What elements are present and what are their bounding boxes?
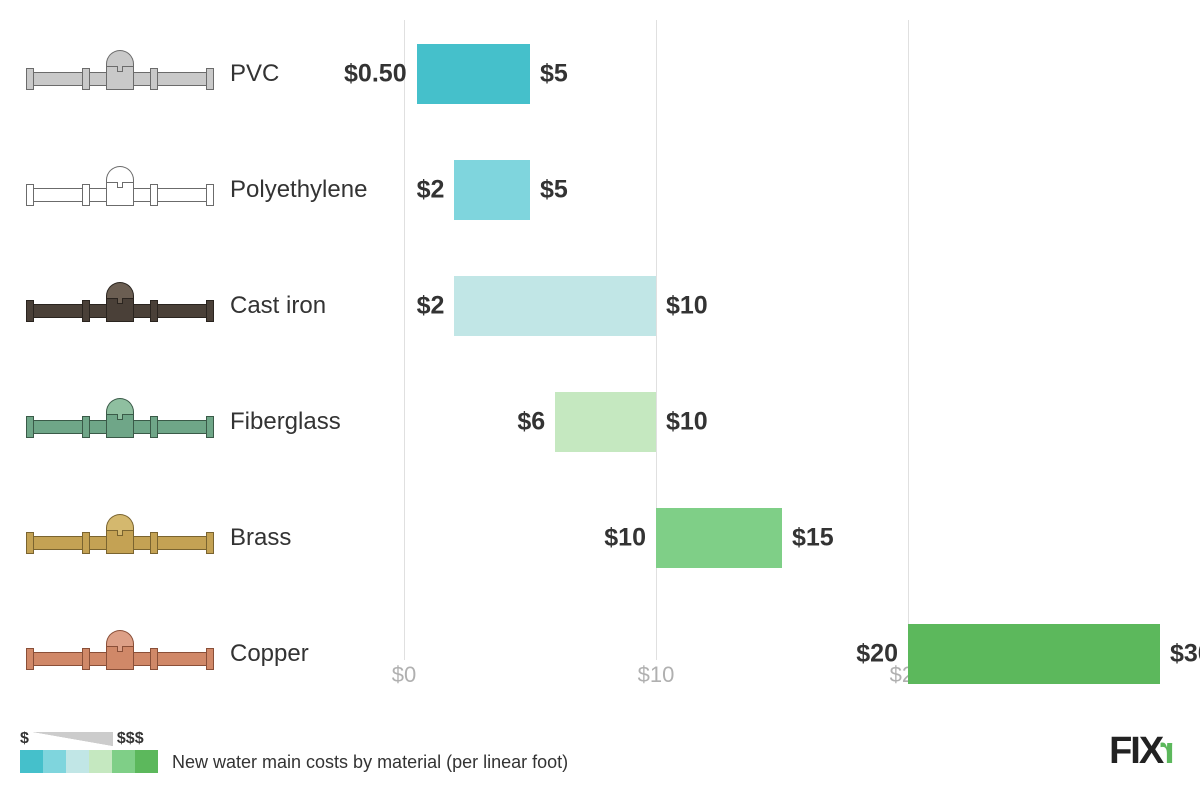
material-label: Cast iron: [220, 292, 380, 320]
cost-range-bar: $2$5: [454, 160, 530, 220]
material-label: Polyethylene: [220, 176, 380, 204]
high-value-label: $10: [666, 292, 708, 321]
material-row: Copper $20$30: [20, 624, 1180, 684]
chart-container: $0$10$20PVC$0.50$5Polyethylene$2$5Cast i…: [0, 0, 1200, 791]
legend-swatch: [89, 750, 112, 773]
legend-swatch: [20, 750, 43, 773]
legend: $ $$$ New water main costs by material (…: [20, 730, 568, 773]
material-row: Brass $10 $15: [20, 508, 1180, 568]
material-label: Brass: [220, 524, 380, 552]
material-row: PVC$0.50$5: [20, 44, 1180, 104]
legend-swatch: [43, 750, 66, 773]
high-value-label: $15: [792, 524, 834, 553]
pipe-icon: [20, 44, 220, 104]
bar-zone: $6 $10: [404, 392, 1160, 452]
cost-range-bar: $6$10: [555, 392, 656, 452]
legend-color-swatches: [20, 750, 158, 773]
low-value-label: $2: [417, 176, 445, 205]
cost-range-bar: $10$15: [656, 508, 782, 568]
low-value-label: $20: [856, 640, 898, 669]
pipe-icon: [20, 392, 220, 452]
pipe-icon: [20, 160, 220, 220]
legend-caption: New water main costs by material (per li…: [172, 752, 568, 773]
legend-high-symbol: $$$: [117, 730, 144, 748]
bar-zone: $10 $15: [404, 508, 1160, 568]
cost-range-bar: $0.50$5: [417, 44, 530, 104]
material-row: Polyethylene $2 $5: [20, 160, 1180, 220]
low-value-label: $6: [517, 408, 545, 437]
cost-range-bar: $20$30: [908, 624, 1160, 684]
cost-range-bar: $2$10: [454, 276, 656, 336]
legend-swatch: [66, 750, 89, 773]
bar-zone: $2 $5: [404, 160, 1160, 220]
high-value-label: $10: [666, 408, 708, 437]
low-value-label: $0.50: [344, 60, 407, 89]
high-value-label: $5: [540, 60, 568, 89]
material-label: Copper: [220, 640, 380, 668]
pipe-icon: [20, 508, 220, 568]
pipe-icon: [20, 276, 220, 336]
material-row: Cast iron $2 $10: [20, 276, 1180, 336]
bar-zone: $0.50$5: [404, 44, 1160, 104]
material-label: Fiberglass: [220, 408, 380, 436]
brand-text: FIX: [1109, 730, 1162, 772]
material-row: Fiberglass $6 $10: [20, 392, 1180, 452]
legend-swatch: [112, 750, 135, 773]
low-value-label: $2: [417, 292, 445, 321]
high-value-label: $5: [540, 176, 568, 205]
legend-cost-range: $ $$$: [20, 730, 158, 748]
chart-plot-area: $0$10$20PVC$0.50$5Polyethylene$2$5Cast i…: [20, 20, 1180, 700]
cost-wedge-icon: [33, 732, 113, 746]
legend-scale: $ $$$: [20, 730, 158, 773]
legend-low-symbol: $: [20, 730, 29, 748]
brand-logo: FIXr: [1109, 730, 1175, 773]
low-value-label: $10: [604, 524, 646, 553]
bar-zone: $20$30: [404, 624, 1160, 684]
pipe-icon: [20, 624, 220, 684]
brand-accent-letter: r: [1162, 730, 1175, 773]
legend-swatch: [135, 750, 158, 773]
high-value-label: $30: [1170, 640, 1200, 669]
bar-zone: $2 $10: [404, 276, 1160, 336]
